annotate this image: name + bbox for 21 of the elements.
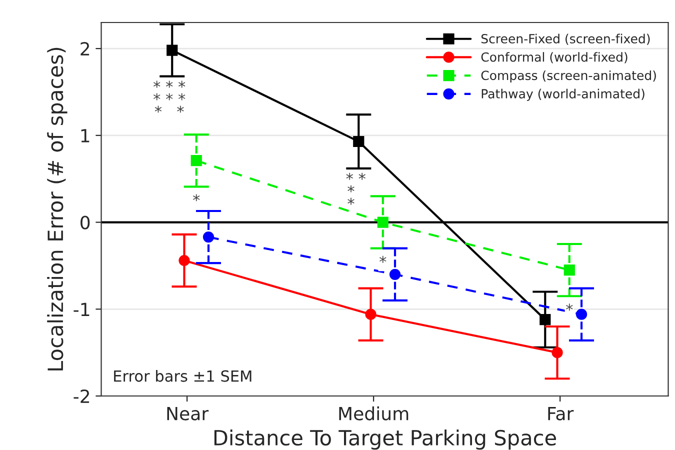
legend-label: Pathway (world-animated) xyxy=(482,88,644,101)
y-tick-label: 0 xyxy=(80,216,90,230)
annotation: * * * * * * * * xyxy=(153,80,186,113)
legend-label: Conformal (world-fixed) xyxy=(481,52,628,64)
y-tick-label: 2 xyxy=(80,42,90,56)
x-tick-label: Far xyxy=(548,406,574,420)
annotation: * xyxy=(193,194,200,202)
x-tick-label: Near xyxy=(167,406,209,420)
y-tick-label: 1 xyxy=(81,129,90,142)
text: * * * xyxy=(346,172,366,192)
y-axis-title: Localization Error (# of spaces) xyxy=(47,48,68,370)
text: * xyxy=(380,256,386,263)
annotation: * xyxy=(348,198,354,205)
legend-label: Screen-Fixed (screen-fixed) xyxy=(481,34,650,45)
y-tick-label: -1 xyxy=(74,302,90,316)
x-tick-label: Medium xyxy=(339,406,408,420)
annotation: Error bars ±1 SEM xyxy=(114,370,252,382)
x-axis-title: Distance To Target Parking Space xyxy=(214,429,556,450)
annotation: * xyxy=(566,304,573,311)
y-tick-label: -2 xyxy=(74,389,90,403)
legend-label: Compass (screen-animated) xyxy=(481,70,656,83)
